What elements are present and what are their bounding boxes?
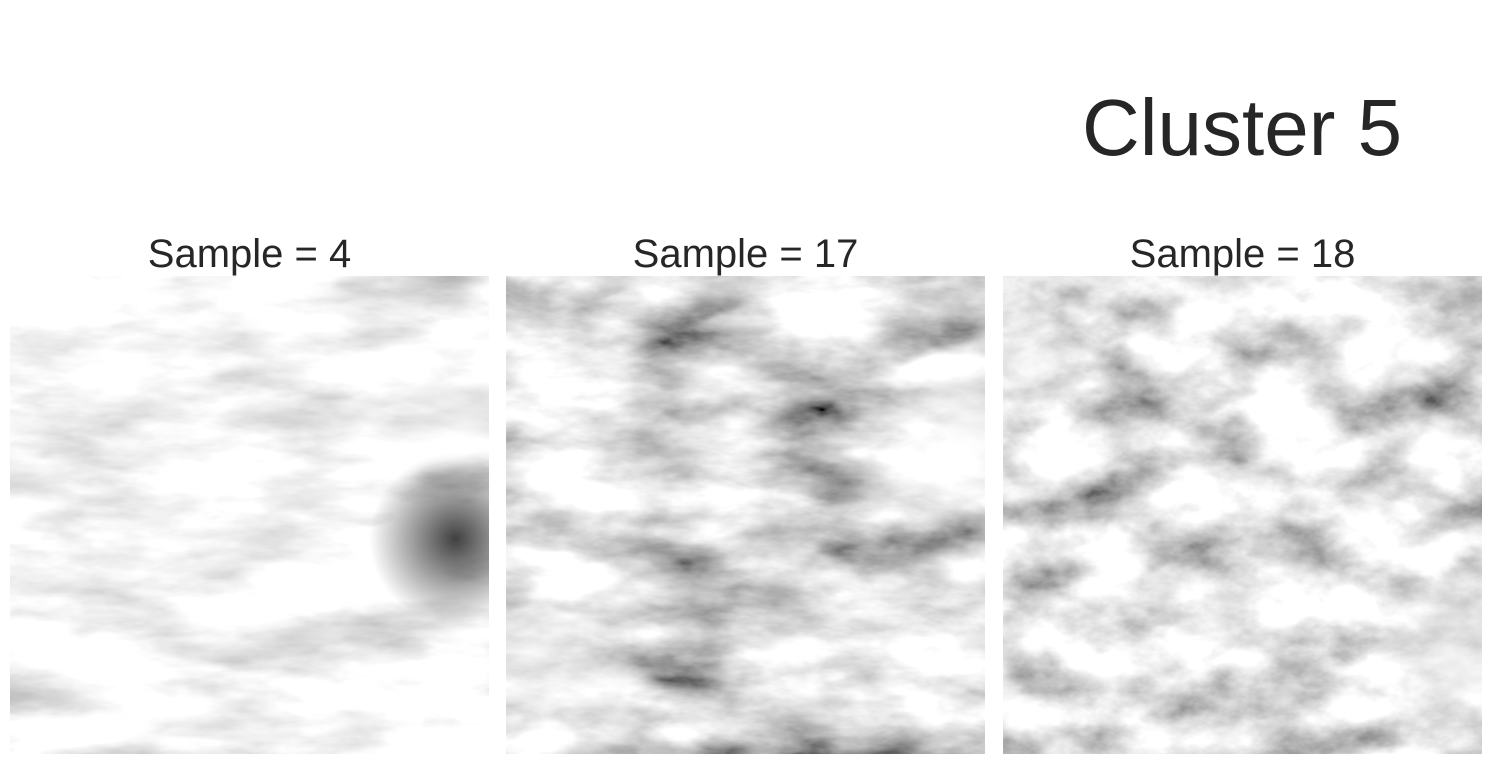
sample-panel: Sample = 17	[506, 226, 985, 754]
grayscale-texture-image	[10, 276, 489, 754]
grayscale-texture-image	[506, 276, 985, 754]
panel-title: Sample = 4	[147, 232, 352, 276]
grayscale-texture-image	[1003, 276, 1482, 754]
sample-panel: Sample = 18	[1003, 226, 1482, 754]
figure-title: Cluster 5	[1081, 83, 1403, 172]
sample-panel: Sample = 4	[10, 226, 489, 754]
panel-title: Sample = 18	[1129, 232, 1356, 276]
panel-title: Sample = 17	[632, 232, 859, 276]
